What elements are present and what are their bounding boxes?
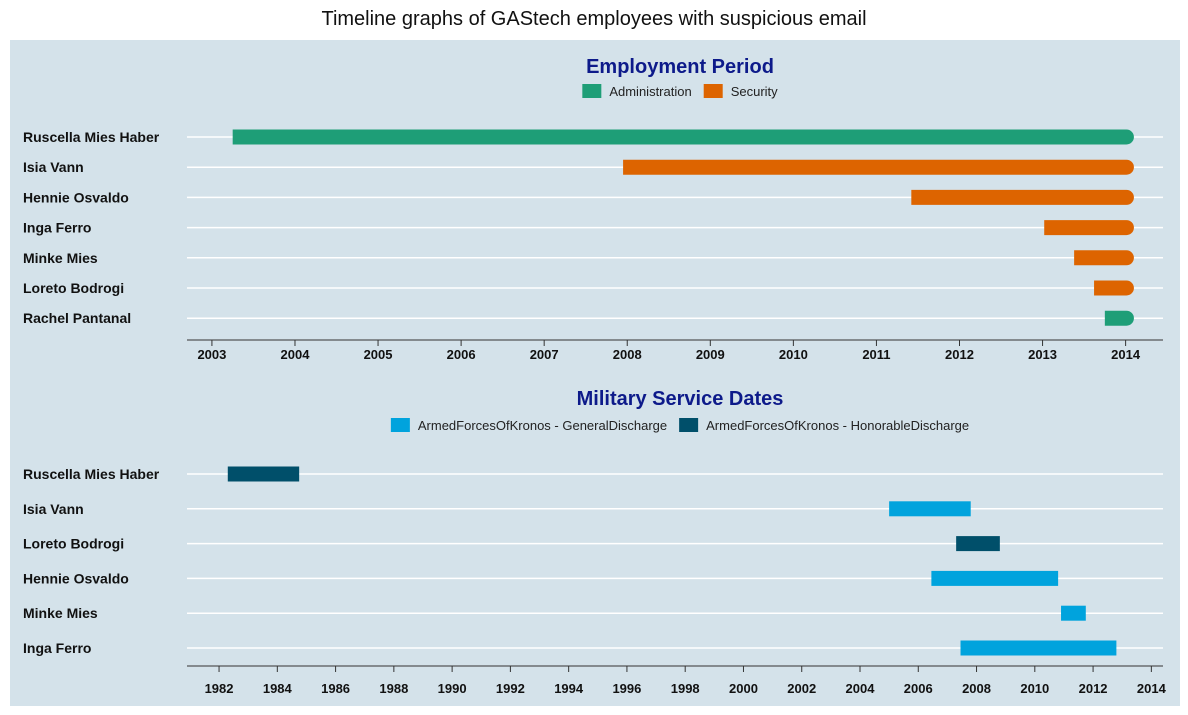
x-tick-label-1998: 1998 — [671, 681, 700, 696]
x-tick-label-2013: 2013 — [1028, 347, 1057, 362]
legend-0: Administration Security — [582, 84, 778, 99]
x-tick-label-1988: 1988 — [379, 681, 408, 696]
x-tick-label-1986: 1986 — [321, 681, 350, 696]
x-tick-label-1996: 1996 — [612, 681, 641, 696]
x-tick-label-1990: 1990 — [438, 681, 467, 696]
x-tick-label-2006: 2006 — [447, 347, 476, 362]
chart-title-0: Employment Period — [586, 56, 774, 78]
row-label-hennie-osvaldo: Hennie Osvaldo — [23, 570, 129, 586]
bar-isia-vann — [889, 501, 971, 517]
x-tick-label-2010: 2010 — [779, 347, 808, 362]
bar-hennie-osvaldo — [931, 570, 1059, 586]
x-tick-label-2004: 2004 — [846, 681, 876, 696]
row-label-inga-ferro: Inga Ferro — [23, 640, 91, 656]
x-tick-label-2008: 2008 — [613, 347, 642, 362]
row-label-ruscella-mies-haber: Ruscella Mies Haber — [23, 129, 160, 145]
row-label-isia-vann: Isia Vann — [23, 501, 84, 517]
row-label-loreto-bodrogi: Loreto Bodrogi — [23, 280, 124, 296]
panel-background — [10, 40, 1180, 706]
legend-swatch-security — [703, 84, 723, 98]
legend-swatch-armedforcesofkronos-honorabledischarge — [679, 418, 699, 432]
bar-ruscella-mies-haber — [232, 129, 1134, 145]
x-tick-label-1982: 1982 — [205, 681, 234, 696]
bar-inga-ferro — [1044, 220, 1134, 236]
x-tick-label-2000: 2000 — [729, 681, 758, 696]
bar-minke-mies — [1074, 250, 1134, 266]
x-tick-label-1992: 1992 — [496, 681, 525, 696]
x-tick-label-2011: 2011 — [862, 347, 890, 362]
bar-loreto-bodrogi — [956, 536, 1000, 552]
x-tick-label-1984: 1984 — [263, 681, 293, 696]
row-label-hennie-osvaldo: Hennie Osvaldo — [23, 189, 129, 205]
bar-inga-ferro — [960, 640, 1117, 656]
x-tick-label-2014: 2014 — [1111, 347, 1141, 362]
x-tick-label-2014: 2014 — [1137, 681, 1167, 696]
bar-ruscella-mies-haber — [227, 466, 300, 482]
x-tick-label-2012: 2012 — [945, 347, 974, 362]
legend-label-armedforcesofkronos-honorabledischarge: ArmedForcesOfKronos - HonorableDischarge — [706, 418, 969, 433]
x-tick-label-2007: 2007 — [530, 347, 559, 362]
x-tick-label-2010: 2010 — [1020, 681, 1049, 696]
x-tick-label-2009: 2009 — [696, 347, 725, 362]
bar-loreto-bodrogi — [1094, 280, 1134, 296]
x-tick-label-2004: 2004 — [281, 347, 311, 362]
bar-isia-vann — [623, 159, 1134, 175]
x-tick-label-2003: 2003 — [197, 347, 226, 362]
legend-label-armedforcesofkronos-generaldischarge: ArmedForcesOfKronos - GeneralDischarge — [418, 418, 667, 433]
page-title: Timeline graphs of GAStech employees wit… — [321, 8, 867, 30]
bar-hennie-osvaldo — [911, 189, 1134, 205]
bar-rachel-pantanal — [1104, 310, 1134, 326]
row-label-minke-mies: Minke Mies — [23, 605, 98, 621]
x-tick-label-1994: 1994 — [554, 681, 584, 696]
row-label-rachel-pantanal: Rachel Pantanal — [23, 310, 131, 326]
legend-swatch-administration — [582, 84, 602, 98]
chart-title-1: Military Service Dates — [577, 388, 784, 410]
legend-swatch-armedforcesofkronos-generaldischarge — [390, 418, 410, 432]
row-label-ruscella-mies-haber: Ruscella Mies Haber — [23, 466, 160, 482]
legend-1: ArmedForcesOfKronos - GeneralDischarge Ar… — [390, 418, 969, 433]
bar-minke-mies — [1061, 605, 1086, 621]
legend-label-administration: Administration — [609, 84, 691, 99]
row-label-inga-ferro: Inga Ferro — [23, 220, 91, 236]
legend-label-security: Security — [731, 84, 778, 99]
x-tick-label-2012: 2012 — [1079, 681, 1108, 696]
row-label-isia-vann: Isia Vann — [23, 159, 84, 175]
x-tick-label-2005: 2005 — [364, 347, 393, 362]
x-tick-label-2006: 2006 — [904, 681, 933, 696]
x-tick-label-2002: 2002 — [787, 681, 816, 696]
x-tick-label-2008: 2008 — [962, 681, 991, 696]
row-label-loreto-bodrogi: Loreto Bodrogi — [23, 536, 124, 552]
row-label-minke-mies: Minke Mies — [23, 250, 98, 266]
